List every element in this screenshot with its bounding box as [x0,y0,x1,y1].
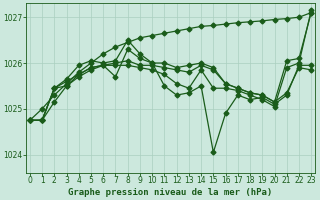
X-axis label: Graphe pression niveau de la mer (hPa): Graphe pression niveau de la mer (hPa) [68,188,273,197]
